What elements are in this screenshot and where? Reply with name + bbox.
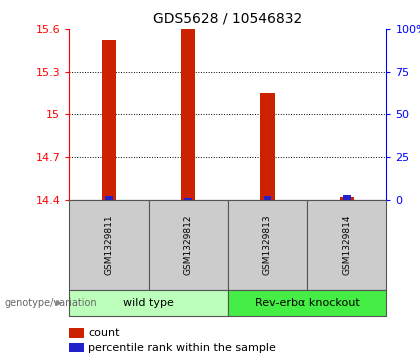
Bar (69, 328, 84, 338)
Text: percentile rank within the sample: percentile rank within the sample (88, 343, 276, 352)
Bar (149, 200, 228, 290)
Bar (263, 196, 271, 200)
Text: genotype/variation: genotype/variation (4, 298, 97, 308)
Text: GSM1329811: GSM1329811 (105, 215, 113, 276)
Bar (228, 290, 386, 316)
Text: GSM1329814: GSM1329814 (342, 215, 351, 275)
Bar (69, 290, 228, 316)
Text: GSM1329812: GSM1329812 (184, 215, 193, 275)
Bar (105, 196, 113, 200)
Text: count: count (88, 328, 120, 338)
Bar (181, 29, 195, 200)
Text: wild type: wild type (123, 298, 174, 308)
Bar (307, 200, 386, 290)
Bar (184, 198, 192, 200)
Bar (340, 197, 354, 200)
Text: GSM1329813: GSM1329813 (263, 215, 272, 276)
Bar (228, 200, 307, 290)
Bar (102, 40, 116, 200)
Bar (69, 200, 149, 290)
Bar (343, 195, 351, 200)
Title: GDS5628 / 10546832: GDS5628 / 10546832 (153, 11, 302, 25)
Bar (69, 343, 84, 352)
Bar (260, 93, 275, 200)
Text: Rev-erbα knockout: Rev-erbα knockout (255, 298, 360, 308)
